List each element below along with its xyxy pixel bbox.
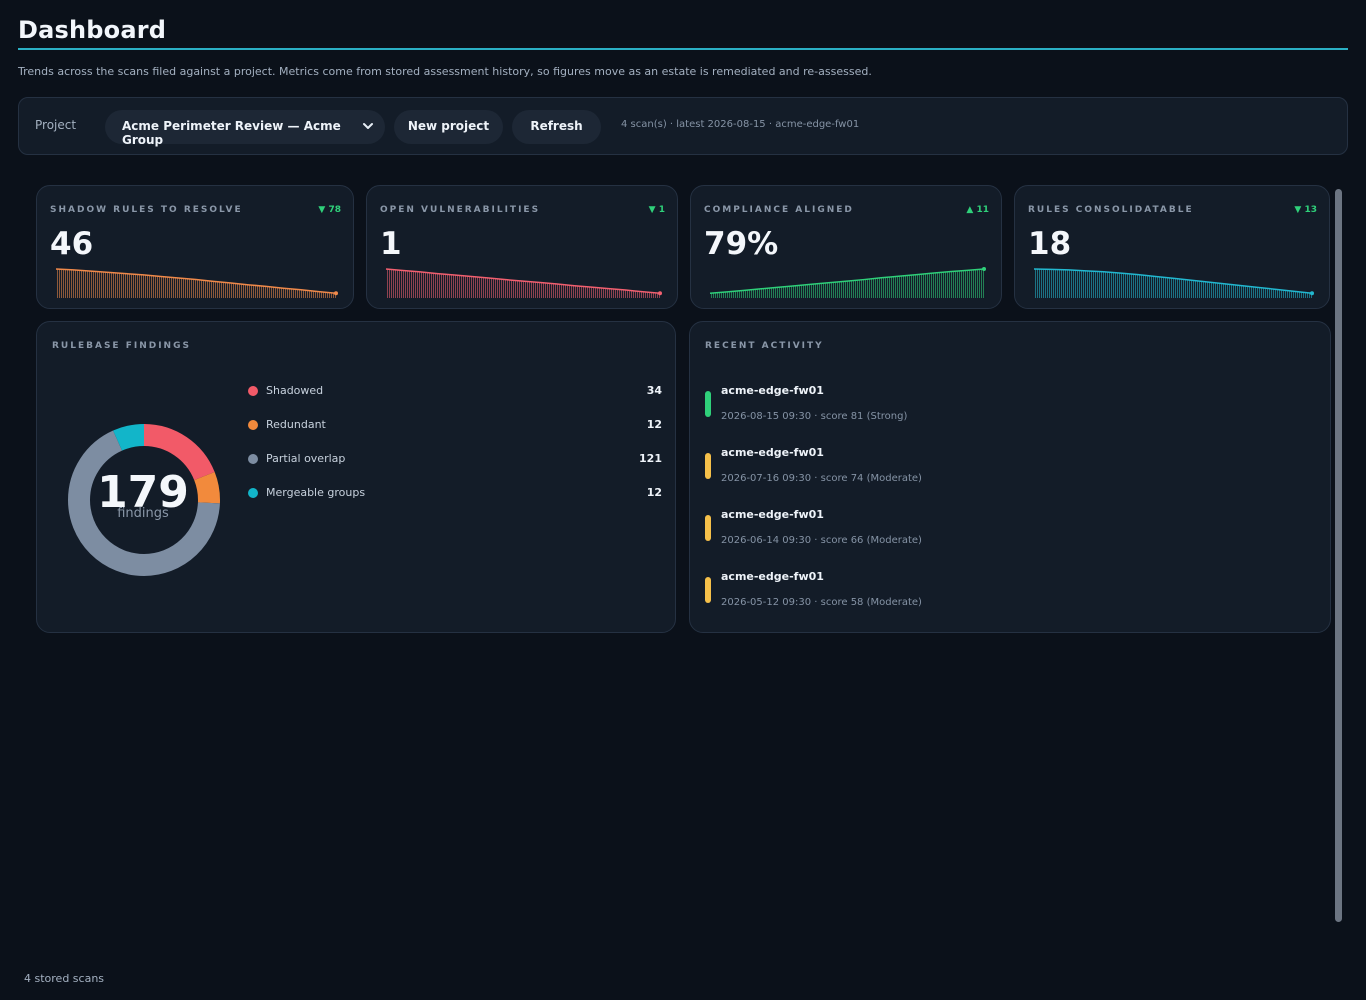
sparkline-line [1033, 268, 1313, 294]
metric-delta: ▼ 1 [648, 205, 665, 215]
sparkline [55, 268, 338, 298]
section-label: RECENT ACTIVITY [705, 341, 824, 351]
sparkline-line [709, 268, 985, 294]
sparkline [385, 268, 662, 298]
sparkline-endpoint [982, 267, 986, 271]
metric-card-rules-consolidatable: RULES CONSOLIDATABLE ▼ 13 18 [1014, 185, 1330, 309]
refresh-button[interactable]: Refresh [512, 110, 601, 144]
metric-value: 18 [1028, 226, 1072, 262]
legend-name: Redundant [266, 418, 326, 431]
metric-value: 46 [50, 226, 94, 262]
sparkline-area [710, 269, 984, 298]
findings-donut [68, 424, 220, 576]
sparkline-area [1034, 269, 1312, 298]
activity-meta: 2026-06-14 09:30 · score 66 (Moderate) [721, 535, 922, 546]
legend-count: 12 [646, 486, 662, 499]
legend-dot [248, 420, 258, 430]
metric-label: COMPLIANCE ALIGNED [704, 205, 854, 215]
metric-label: SHADOW RULES TO RESOLVE [50, 205, 243, 215]
metric-value: 79% [704, 226, 779, 262]
project-bar: Project Acme Perimeter Review — Acme Gro… [18, 97, 1348, 155]
sparkline-endpoint [658, 291, 662, 296]
legend-item-redundant: Redundant 12 [248, 416, 662, 436]
activity-host: acme-edge-fw01 [721, 508, 824, 521]
project-label: Project [35, 118, 77, 132]
sparkline-endpoint [1310, 291, 1314, 296]
footer-status: 4 stored scans [24, 972, 105, 985]
metric-delta: ▼ 78 [318, 205, 341, 215]
activity-status-bar [705, 453, 711, 479]
legend-name: Mergeable groups [266, 486, 366, 499]
project-select-value: Acme Perimeter Review — Acme Group [122, 119, 341, 147]
sparkline-area [386, 269, 660, 298]
sparkline-line [385, 268, 661, 294]
legend-item-partial-overlap: Partial overlap 121 [248, 450, 662, 470]
findings-total: 179 [97, 467, 189, 518]
metric-card-open-vulnerabilities: OPEN VULNERABILITIES ▼ 1 1 [366, 185, 678, 309]
metric-card-compliance-aligned: COMPLIANCE ALIGNED ▲ 11 79% [690, 185, 1002, 309]
legend-item-mergeable-groups: Mergeable groups 12 [248, 484, 662, 504]
legend-count: 34 [646, 384, 662, 397]
donut-slice [68, 424, 220, 576]
vertical-scrollbar[interactable] [1335, 189, 1342, 922]
legend-dot [248, 454, 258, 464]
activity-meta: 2026-05-12 09:30 · score 58 (Moderate) [721, 597, 922, 608]
sparkline-area [56, 269, 336, 298]
donut-slice [68, 424, 220, 576]
activity-item[interactable]: acme-edge-fw01 2026-05-12 09:30 · score … [705, 570, 1305, 620]
activity-host: acme-edge-fw01 [721, 570, 824, 583]
scan-summary: 4 scan(s) · latest 2026-08-15 · acme-edg… [621, 119, 860, 130]
sparkline [709, 267, 986, 298]
metric-delta: ▲ 11 [966, 205, 989, 215]
rulebase-findings-card: RULEBASE FINDINGS 179 findings Shadowed … [36, 321, 676, 633]
activity-status-bar [705, 391, 711, 417]
project-select[interactable]: Acme Perimeter Review — Acme Group [105, 110, 385, 147]
legend-item-shadowed: Shadowed 34 [248, 382, 662, 402]
activity-host: acme-edge-fw01 [721, 446, 824, 459]
activity-host: acme-edge-fw01 [721, 384, 824, 397]
activity-item[interactable]: acme-edge-fw01 2026-07-16 09:30 · score … [705, 446, 1305, 496]
metric-label: RULES CONSOLIDATABLE [1028, 205, 1194, 215]
sparkline-endpoint [334, 291, 338, 296]
section-label: RULEBASE FINDINGS [52, 341, 191, 351]
metric-value: 1 [380, 226, 402, 262]
metric-delta: ▼ 13 [1294, 205, 1317, 215]
activity-status-bar [705, 515, 711, 541]
legend-dot [248, 386, 258, 396]
donut-slice [68, 424, 220, 576]
chevron-down-icon [363, 123, 373, 129]
legend-dot [248, 488, 258, 498]
legend-count: 121 [639, 452, 662, 465]
activity-meta: 2026-08-15 09:30 · score 81 (Strong) [721, 411, 908, 422]
activity-item[interactable]: acme-edge-fw01 2026-08-15 09:30 · score … [705, 384, 1305, 434]
metric-label: OPEN VULNERABILITIES [380, 205, 541, 215]
activity-meta: 2026-07-16 09:30 · score 74 (Moderate) [721, 473, 922, 484]
title-divider [18, 48, 1348, 50]
legend-name: Shadowed [266, 384, 324, 397]
page-subtitle: Trends across the scans filed against a … [18, 65, 872, 78]
sparkline [1033, 268, 1314, 298]
legend-count: 12 [646, 418, 662, 431]
legend-name: Partial overlap [266, 452, 346, 465]
activity-status-bar [705, 577, 711, 603]
activity-item[interactable]: acme-edge-fw01 2026-06-14 09:30 · score … [705, 508, 1305, 558]
page-title: Dashboard [18, 16, 167, 44]
findings-caption: findings [117, 506, 169, 521]
sparkline-line [55, 268, 337, 294]
new-project-button[interactable]: New project [394, 110, 503, 144]
metric-card-shadow-rules: SHADOW RULES TO RESOLVE ▼ 78 46 [36, 185, 354, 309]
recent-activity-card: RECENT ACTIVITY acme-edge-fw01 2026-08-1… [689, 321, 1331, 633]
